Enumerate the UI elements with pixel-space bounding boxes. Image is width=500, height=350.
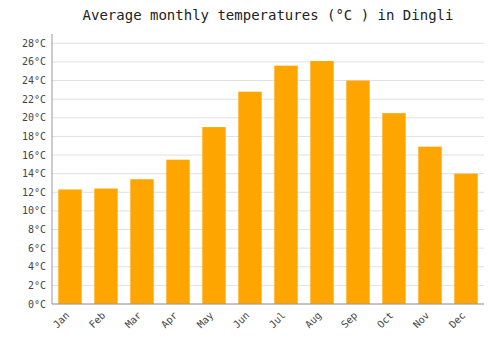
x-tick-label: Jan bbox=[51, 310, 72, 331]
grid-line bbox=[52, 80, 484, 81]
y-tick-label: 26°C bbox=[22, 56, 46, 67]
x-tick-label: Aug bbox=[303, 310, 324, 331]
y-tick-label: 4°C bbox=[28, 261, 46, 272]
x-tick-label: Nov bbox=[411, 310, 432, 331]
y-tick-label: 10°C bbox=[22, 205, 46, 216]
x-tick-label: May bbox=[195, 310, 216, 331]
y-tick-label: 8°C bbox=[28, 224, 46, 235]
bar bbox=[454, 174, 477, 304]
bar bbox=[382, 113, 405, 304]
y-axis-line bbox=[52, 34, 53, 304]
x-tick-label: Jun bbox=[231, 310, 252, 331]
bar bbox=[166, 160, 189, 304]
bar bbox=[94, 189, 117, 304]
bar bbox=[58, 189, 81, 304]
grid bbox=[52, 43, 484, 304]
grid-line bbox=[52, 136, 484, 137]
bar bbox=[346, 81, 369, 304]
bar bbox=[130, 179, 153, 304]
x-tick-label: Dec bbox=[447, 310, 468, 331]
y-tick-label: 0°C bbox=[28, 299, 46, 310]
bar bbox=[202, 127, 225, 304]
y-tick-label: 28°C bbox=[22, 38, 46, 49]
x-tick-label: Oct bbox=[375, 310, 396, 331]
bars bbox=[58, 61, 477, 304]
bar bbox=[418, 147, 441, 304]
y-tick-label: 2°C bbox=[28, 280, 46, 291]
chart: Average monthly temperatures (°C ) in Di… bbox=[0, 0, 500, 350]
x-tick-label: Apr bbox=[159, 310, 180, 331]
x-tick-label: Mar bbox=[123, 310, 144, 331]
y-tick-label: 16°C bbox=[22, 150, 46, 161]
y-tick-label: 18°C bbox=[22, 131, 46, 142]
grid-line bbox=[52, 99, 484, 100]
x-axis-line bbox=[52, 304, 484, 305]
y-tick-label: 20°C bbox=[22, 112, 46, 123]
x-tick-label: Jul bbox=[267, 310, 288, 331]
y-tick-label: 12°C bbox=[22, 187, 46, 198]
y-tick-label: 6°C bbox=[28, 243, 46, 254]
grid-line bbox=[52, 43, 484, 44]
x-tick-label: Feb bbox=[87, 310, 108, 331]
bar bbox=[274, 66, 297, 304]
grid-line bbox=[52, 304, 484, 305]
grid-line bbox=[52, 61, 484, 62]
title: Average monthly temperatures (°C ) in Di… bbox=[83, 7, 454, 23]
grid-line bbox=[52, 117, 484, 118]
y-tick-label: 22°C bbox=[22, 94, 46, 105]
y-tick-label: 24°C bbox=[22, 75, 46, 86]
bar bbox=[238, 92, 261, 304]
x-tick-label: Sep bbox=[339, 310, 360, 331]
y-tick-label: 14°C bbox=[22, 168, 46, 179]
bar bbox=[310, 61, 333, 304]
